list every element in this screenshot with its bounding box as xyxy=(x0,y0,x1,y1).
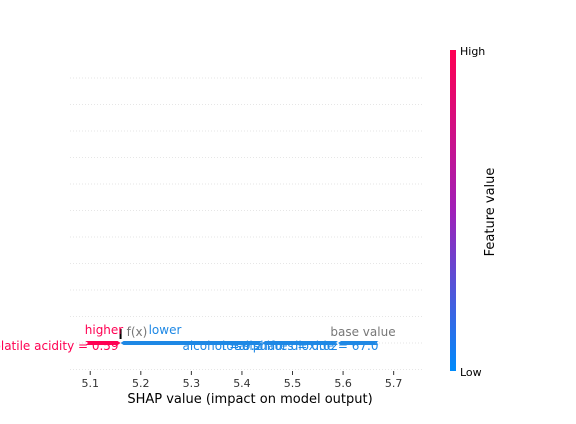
colorbar-high-label: High xyxy=(460,45,485,58)
lower-label: lower xyxy=(149,323,182,337)
x-tick-label: 5.2 xyxy=(132,377,150,390)
higher-label: higher xyxy=(85,323,124,337)
base-value-label: base value xyxy=(330,325,395,339)
feature-label-positive: volatile acidity = 0.59 xyxy=(0,339,119,353)
x-axis: 5.1 5.2 5.3 5.4 5.5 5.6 5.7 xyxy=(81,371,402,390)
x-tick-label: 5.1 xyxy=(81,377,99,390)
fx-label: f(x) xyxy=(127,325,148,339)
x-tick-label: 5.3 xyxy=(183,377,201,390)
colorbar-low-label: Low xyxy=(460,366,482,379)
x-tick-label: 5.5 xyxy=(284,377,302,390)
x-tick-label: 5.7 xyxy=(385,377,403,390)
colorbar-title: Feature value xyxy=(483,168,498,257)
colorbar xyxy=(450,50,456,371)
feature-label-negative: total sulfur dioxide = 67.0 xyxy=(222,339,379,353)
x-tick-label: 5.6 xyxy=(334,377,352,390)
x-tick-label: 5.4 xyxy=(233,377,251,390)
x-axis-label: SHAP value (impact on model output) xyxy=(127,392,372,407)
